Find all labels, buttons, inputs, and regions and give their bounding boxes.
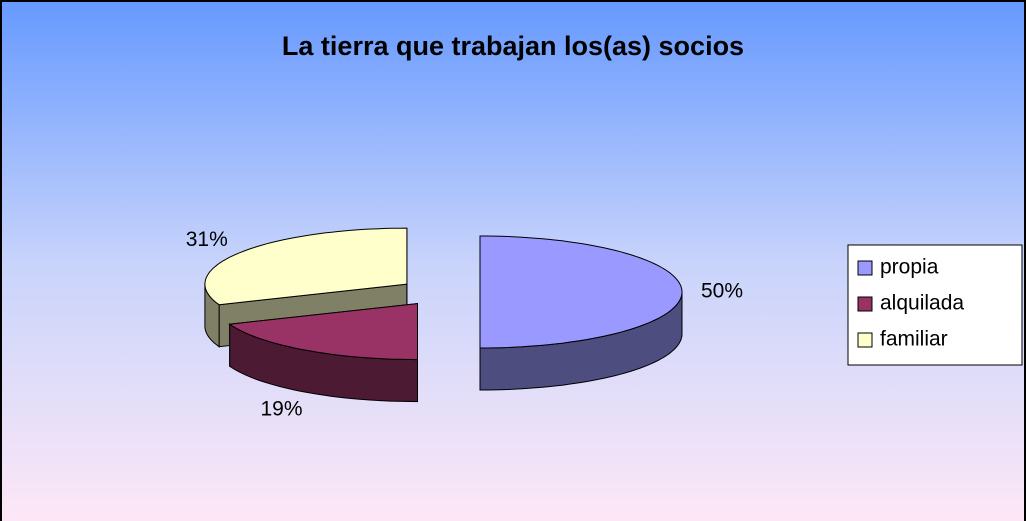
legend-label: alquilada — [880, 292, 964, 315]
pie: 31% 50% 19% — [186, 227, 743, 421]
chart-title: La tierra que trabajan los(as) socios — [282, 31, 744, 61]
legend-items: propia alquilada familiar — [857, 256, 964, 351]
data-label: 50% — [701, 280, 743, 303]
slice — [228, 303, 418, 403]
slice-top — [228, 303, 418, 361]
data-label: 19% — [260, 398, 302, 421]
legend — [847, 244, 1023, 366]
slice-top — [204, 227, 408, 306]
legend-swatch — [857, 260, 873, 276]
legend-swatch — [857, 332, 873, 348]
legend-label: propia — [880, 256, 939, 279]
legend-swatch — [857, 296, 873, 312]
slice-top — [479, 235, 683, 349]
data-label: 31% — [186, 228, 228, 251]
slice — [479, 235, 683, 391]
legend-label: familiar — [880, 328, 948, 351]
